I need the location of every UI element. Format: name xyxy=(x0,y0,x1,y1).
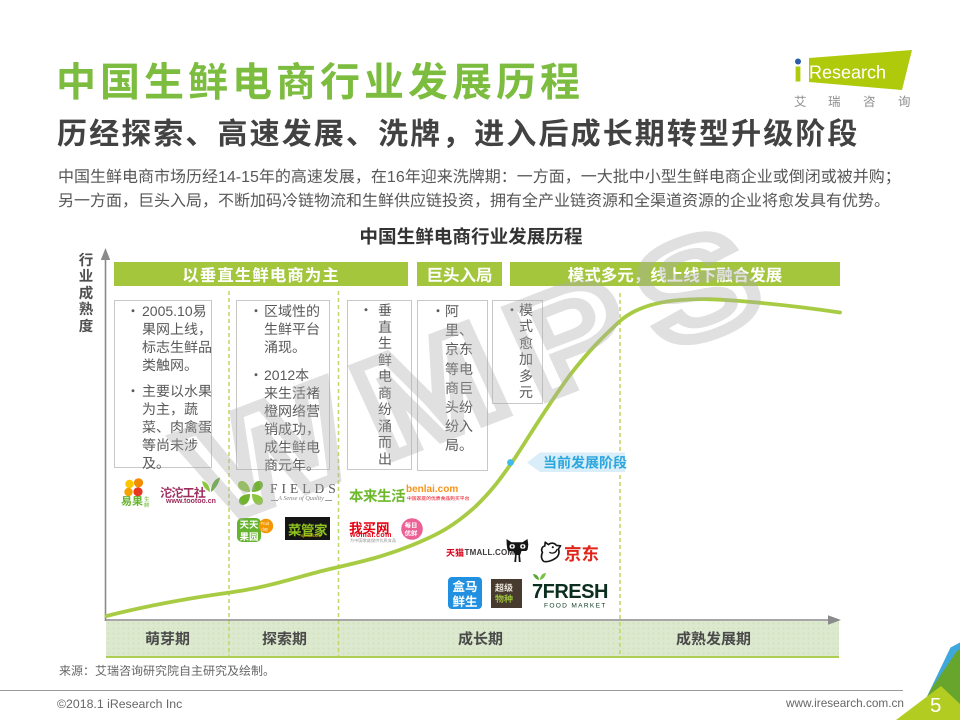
svg-text:Fruit: Fruit xyxy=(261,521,270,526)
svg-text:FOOD MARKET: FOOD MARKET xyxy=(544,603,607,610)
svg-text:生: 生 xyxy=(144,495,150,503)
svg-text:咨: 咨 xyxy=(863,91,876,110)
svg-text:艾: 艾 xyxy=(794,91,807,110)
svg-text:5: 5 xyxy=(930,694,941,717)
svg-text:鲜: 鲜 xyxy=(144,501,150,509)
svg-text:优鲜: 优鲜 xyxy=(405,529,418,538)
svg-text:瑞: 瑞 xyxy=(828,91,841,110)
svg-text:7FRESH: 7FRESH xyxy=(532,581,608,603)
svg-text:当前发展阶段: 当前发展阶段 xyxy=(543,453,627,473)
svg-text:询: 询 xyxy=(898,91,911,110)
svg-text:day: day xyxy=(261,526,269,531)
svg-text:Research: Research xyxy=(809,63,886,83)
svg-text:每日: 每日 xyxy=(405,521,418,530)
svg-text:易果: 易果 xyxy=(121,493,143,509)
